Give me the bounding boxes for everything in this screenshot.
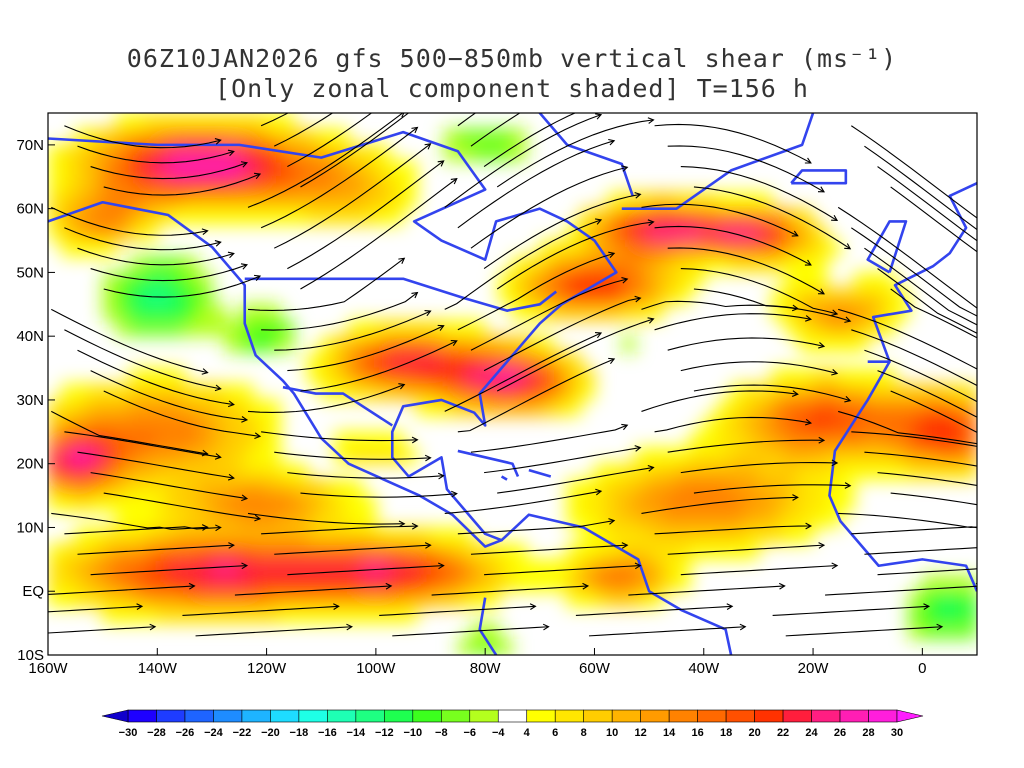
colorbar-swatch bbox=[668, 709, 698, 723]
y-tick-label: 70N bbox=[16, 137, 44, 154]
y-tick-label: 40N bbox=[16, 328, 44, 345]
colorbar-label: 14 bbox=[663, 727, 676, 739]
y-tick-label: 60N bbox=[16, 201, 44, 218]
colorbar-label: −22 bbox=[233, 727, 252, 739]
colorbar-swatch bbox=[497, 709, 528, 723]
plot-frame bbox=[47, 112, 978, 656]
colorbar-swatch bbox=[213, 709, 243, 723]
colorbar-swatch bbox=[298, 709, 328, 723]
colorbar-swatch bbox=[469, 709, 499, 723]
colorbar-swatch bbox=[412, 709, 442, 723]
colorbar-label: 12 bbox=[635, 727, 647, 739]
colorbar-label: 10 bbox=[606, 727, 618, 739]
colorbar-swatch bbox=[697, 709, 727, 723]
colorbar-label: −6 bbox=[464, 727, 477, 739]
y-tick-label: EQ bbox=[22, 583, 44, 600]
colorbar-label: −16 bbox=[318, 727, 337, 739]
colorbar-swatch bbox=[839, 709, 869, 723]
colorbar-label: 30 bbox=[891, 727, 903, 739]
chart-subtitle: [Only zonal component shaded] T=156 h bbox=[215, 74, 809, 103]
colorbar-swatch bbox=[725, 709, 755, 723]
colorbar-label: 26 bbox=[834, 727, 846, 739]
colorbar-label: 4 bbox=[524, 727, 531, 739]
x-tick-label: 80W bbox=[470, 660, 502, 677]
colorbar-label: 24 bbox=[805, 727, 818, 739]
colorbar-label: −10 bbox=[403, 727, 422, 739]
colorbar-label: −20 bbox=[261, 727, 280, 739]
colorbar-swatch bbox=[156, 709, 186, 723]
colorbar-label: −24 bbox=[204, 727, 224, 739]
colorbar-swatch bbox=[241, 709, 271, 723]
colorbar-label: 18 bbox=[720, 727, 732, 739]
y-tick-label: 50N bbox=[16, 264, 44, 281]
colorbar-label: −12 bbox=[375, 727, 394, 739]
y-tick-label: 10S bbox=[17, 647, 44, 664]
x-tick-label: 140W bbox=[138, 660, 178, 677]
colorbar-swatch bbox=[127, 709, 157, 723]
y-tick-label: 20N bbox=[16, 456, 44, 473]
chart-title: 06Z10JAN2026 gfs 500−850mb vertical shea… bbox=[126, 44, 898, 73]
colorbar-label: 22 bbox=[777, 727, 789, 739]
colorbar-label: −4 bbox=[492, 727, 505, 739]
colorbar-label: 6 bbox=[552, 727, 558, 739]
colorbar-swatch bbox=[327, 709, 357, 723]
x-tick-label: 120W bbox=[247, 660, 287, 677]
colorbar-label: 28 bbox=[862, 727, 874, 739]
colorbar-label: −18 bbox=[290, 727, 309, 739]
colorbar-swatch bbox=[754, 709, 784, 723]
x-tick-label: 20W bbox=[798, 660, 830, 677]
colorbar-swatch bbox=[811, 709, 841, 723]
colorbar-swatch bbox=[440, 709, 471, 723]
colorbar-label: 16 bbox=[692, 727, 704, 739]
y-tick-label: 30N bbox=[16, 392, 44, 409]
colorbar-label: −8 bbox=[435, 727, 448, 739]
colorbar-label: 8 bbox=[581, 727, 587, 739]
x-tick-label: 100W bbox=[356, 660, 396, 677]
colorbar-swatch bbox=[270, 709, 300, 723]
colorbar-swatch bbox=[868, 709, 898, 723]
x-tick-label: 160W bbox=[28, 660, 68, 677]
y-tick-label: 10N bbox=[16, 519, 44, 536]
colorbar-swatch bbox=[355, 709, 385, 723]
colorbar-swatch bbox=[384, 709, 414, 723]
colorbar-min-arrow bbox=[101, 709, 129, 723]
colorbar-label: −14 bbox=[347, 727, 367, 739]
x-tick-label: 40W bbox=[688, 660, 720, 677]
x-tick-label: 0 bbox=[918, 660, 926, 677]
colorbar-label: −26 bbox=[176, 727, 195, 739]
colorbar-label: 20 bbox=[748, 727, 760, 739]
colorbar-label: −30 bbox=[119, 727, 138, 739]
colorbar-swatch bbox=[526, 709, 556, 723]
colorbar-label: −28 bbox=[147, 727, 166, 739]
colorbar-swatch bbox=[640, 709, 670, 723]
colorbar-max-arrow bbox=[896, 709, 924, 723]
x-tick-label: 60W bbox=[579, 660, 611, 677]
colorbar-swatch bbox=[782, 709, 812, 723]
colorbar-swatch bbox=[611, 709, 641, 723]
colorbar-swatch bbox=[583, 709, 613, 723]
colorbar-swatch bbox=[554, 709, 585, 723]
colorbar-swatch bbox=[184, 709, 214, 723]
